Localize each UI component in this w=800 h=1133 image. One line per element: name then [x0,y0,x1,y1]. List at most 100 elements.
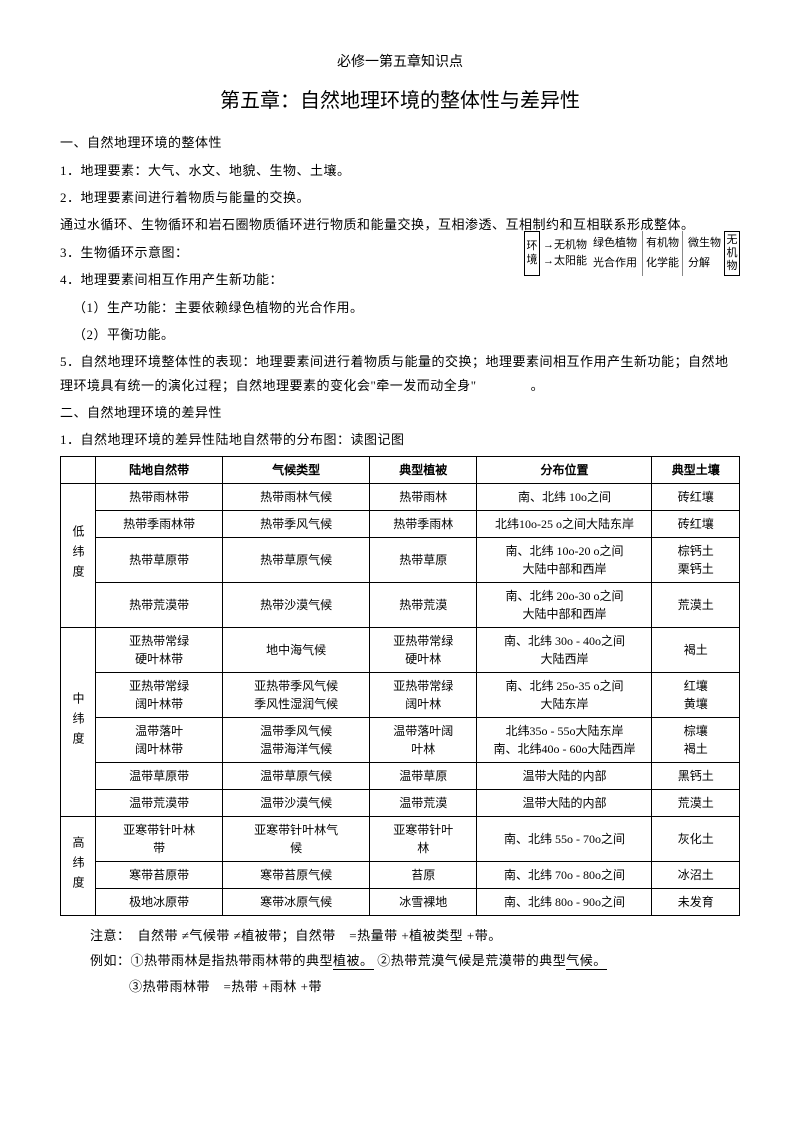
diag-r1a: →无机物 [543,238,587,253]
section1-heading: 一、自然地理环境的整体性 [60,131,740,154]
table-cell: 未发育 [652,888,740,915]
table-cell: 温带大陆的内部 [477,789,652,816]
table-cell: 温带季风气候温带海洋气候 [223,717,370,762]
table-cell: 南、北纬 10o-20 o之间大陆中部和西岸 [477,537,652,582]
th-3: 分布位置 [477,456,652,483]
table-cell: 温带荒漠带 [96,789,223,816]
table-cell: 温带草原 [370,762,477,789]
table-cell: 寒带苔原气候 [223,861,370,888]
table-cell: 温带荒漠 [370,789,477,816]
table-row: 温带落叶阔叶林带温带季风气候温带海洋气候温带落叶阔叶林北纬35o - 55o大陆… [61,717,740,762]
para-1: 1．地理要素：大气、水文、地貌、生物、土壤。 [60,159,740,182]
table-cell: 热带季风气候 [223,510,370,537]
table-cell: 亚热带常绿阔叶林 [370,672,477,717]
table-cell: 热带草原带 [96,537,223,582]
table-cell: 黑钙土 [652,762,740,789]
table-cell: 冰雪裸地 [370,888,477,915]
table-cell: 荒漠土 [652,582,740,627]
table-cell: 热带沙漠气候 [223,582,370,627]
table-row: 温带荒漠带温带沙漠气候温带荒漠温带大陆的内部荒漠土 [61,789,740,816]
table-cell: 亚热带常绿硬叶林 [370,627,477,672]
table-cell: 棕壤褐土 [652,717,740,762]
table-cell: 热带草原气候 [223,537,370,582]
diag-right-1: 无 [727,234,738,247]
table-cell: 荒漠土 [652,789,740,816]
th-1: 气候类型 [223,456,370,483]
th-0: 陆地自然带 [96,456,223,483]
table-cell: 热带荒漠 [370,582,477,627]
table-cell: 温带落叶阔叶林 [370,717,477,762]
para-7: （2）平衡功能。 [60,323,740,346]
table-cell: 寒带冰原气候 [223,888,370,915]
table-cell: 亚热带常绿阔叶林带 [96,672,223,717]
table-cell: 红壤黄壤 [652,672,740,717]
diag-r2b: 光合作用 [593,254,637,274]
table-cell: 苔原 [370,861,477,888]
th-2: 典型植被 [370,456,477,483]
zone-table: 陆地自然带 气候类型 典型植被 分布位置 典型土壤 低纬度热带雨林带热带雨林气候… [60,456,740,916]
table-cell: 温带大陆的内部 [477,762,652,789]
table-cell: 褐土 [652,627,740,672]
diag-env-1: 环 [527,240,538,253]
diag-r1d: 微生物 [688,234,721,254]
table-row: 温带草原带温带草原气候温带草原温带大陆的内部黑钙土 [61,762,740,789]
note-3: ③热带雨林带 =热带 +雨林 +带 [90,975,740,998]
diag-right-2: 机 [727,247,738,260]
table-cell: 冰沼土 [652,861,740,888]
table-cell: 寒带苔原带 [96,861,223,888]
diag-r2c: 化学能 [646,254,679,274]
table-cell: 热带草原 [370,537,477,582]
table-row: 寒带苔原带寒带苔原气候苔原南、北纬 70o - 80o之间冰沼土 [61,861,740,888]
diag-r1c: 有机物 [646,234,679,254]
table-row: 热带草原带热带草原气候热带草原南、北纬 10o-20 o之间大陆中部和西岸棕钙土… [61,537,740,582]
page-title: 第五章：自然地理环境的整体性与差异性 [60,83,740,119]
table-row: 低纬度热带雨林带热带雨林气候热带雨林南、北纬 10o之间砖红壤 [61,483,740,510]
diag-right-3: 物 [727,260,738,273]
section2-heading: 二、自然地理环境的差异性 [60,401,740,424]
table-cell: 亚寒带针叶林 [370,816,477,861]
diag-r2d: 分解 [688,254,721,274]
note-2: 例如：①热带雨林是指热带雨林带的典型植被。 ②热带荒漠气候是荒漠带的典型气候。 [90,949,740,972]
para-2: 2．地理要素间进行着物质与能量的交换。 [60,186,740,209]
note-2a: 例如：①热带雨林是指热带雨林带的典型 [90,953,333,968]
table-cell: 南、北纬 20o-30 o之间大陆中部和西岸 [477,582,652,627]
table-cell: 极地冰原带 [96,888,223,915]
note-2c: ②热带荒漠气候是荒漠带的典型 [377,953,566,968]
table-row: 高纬度亚寒带针叶林带亚寒带针叶林气候亚寒带针叶林南、北纬 55o - 70o之间… [61,816,740,861]
table-cell: 热带季雨林带 [96,510,223,537]
para-6: （1）生产功能：主要依赖绿色植物的光合作用。 [60,296,740,319]
group-label: 中纬度 [61,627,96,816]
table-cell: 热带季雨林 [370,510,477,537]
table-cell: 亚寒带针叶林气候 [223,816,370,861]
table-row: 热带季雨林带热带季风气候热带季雨林北纬10o-25 o之间大陆东岸砖红壤 [61,510,740,537]
table-cell: 温带落叶阔叶林带 [96,717,223,762]
table-cell: 南、北纬 80o - 90o之间 [477,888,652,915]
table-cell: 热带雨林气候 [223,483,370,510]
table-row: 亚热带常绿阔叶林带亚热带季风气候季风性湿润气候亚热带常绿阔叶林南、北纬 25o-… [61,672,740,717]
note-1: 注意： 自然带 ≠气候带 ≠植被带；自然带 =热量带 +植被类型 +带。 [90,924,740,947]
table-cell: 南、北纬 70o - 80o之间 [477,861,652,888]
page-subtitle: 必修一第五章知识点 [60,50,740,75]
table-cell: 热带雨林 [370,483,477,510]
group-label: 高纬度 [61,816,96,915]
th-4: 典型土壤 [652,456,740,483]
diag-r1b: 绿色植物 [593,234,637,254]
table-cell: 温带草原带 [96,762,223,789]
table-cell: 砖红壤 [652,483,740,510]
table-cell: 亚热带季风气候季风性湿润气候 [223,672,370,717]
table-cell: 热带雨林带 [96,483,223,510]
table-cell: 地中海气候 [223,627,370,672]
table-cell: 北纬35o - 55o大陆东岸南、北纬40o - 60o大陆西岸 [477,717,652,762]
table-cell: 温带草原气候 [223,762,370,789]
table-cell: 南、北纬 30o - 40o之间大陆西岸 [477,627,652,672]
note-2d: 气候。 [566,953,607,970]
th-group [61,456,96,483]
diag-env-2: 境 [527,254,538,267]
table-cell: 灰化土 [652,816,740,861]
table-cell: 南、北纬 55o - 70o之间 [477,816,652,861]
para-s2-1: 1．自然地理环境的差异性陆地自然带的分布图：读图记图 [60,428,740,451]
table-row: 极地冰原带寒带冰原气候冰雪裸地南、北纬 80o - 90o之间未发育 [61,888,740,915]
group-label: 低纬度 [61,483,96,627]
table-row: 中纬度亚热带常绿硬叶林带地中海气候亚热带常绿硬叶林南、北纬 30o - 40o之… [61,627,740,672]
note-2b: 植被。 [333,953,374,970]
